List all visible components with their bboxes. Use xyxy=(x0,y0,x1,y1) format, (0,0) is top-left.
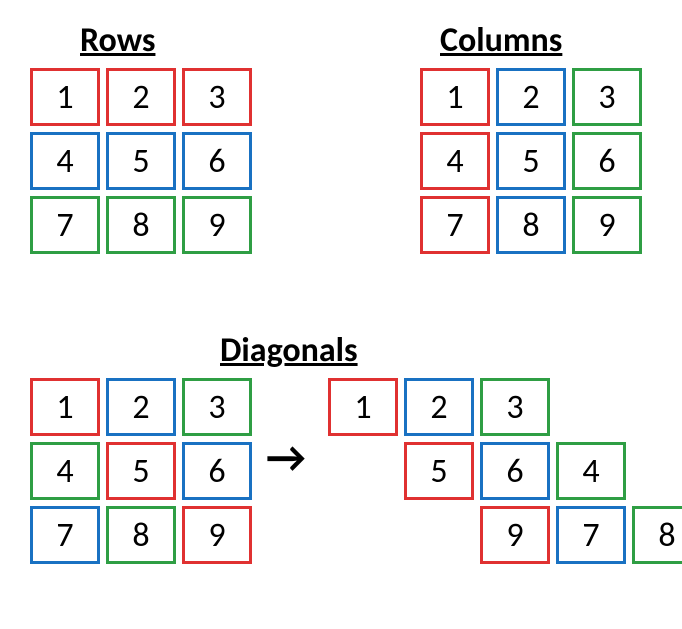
diagonals-title: Diagonals xyxy=(220,330,358,371)
rows-cell: 1 xyxy=(30,68,100,126)
diag-right-cell: 8 xyxy=(632,506,682,564)
diag-right-cell: 4 xyxy=(556,442,626,500)
rows-cell: 7 xyxy=(30,196,100,254)
diag-left-cell: 1 xyxy=(30,378,100,436)
diag-left-cell: 4 xyxy=(30,442,100,500)
rows-cell: 5 xyxy=(106,132,176,190)
rows-cell: 8 xyxy=(106,196,176,254)
rows-cell: 9 xyxy=(182,196,252,254)
columns-cell: 2 xyxy=(496,68,566,126)
diag-right-cell: 2 xyxy=(404,378,474,436)
diag-left-cell: 9 xyxy=(182,506,252,564)
columns-cell: 9 xyxy=(572,196,642,254)
rows-title: Rows xyxy=(80,20,155,61)
diag-right-cell: 9 xyxy=(480,506,550,564)
arrow-icon: → xyxy=(266,430,306,484)
diag-left-cell: 6 xyxy=(182,442,252,500)
columns-cell: 1 xyxy=(420,68,490,126)
rows-cell: 6 xyxy=(182,132,252,190)
columns-cell: 5 xyxy=(496,132,566,190)
diag-right-cell: 5 xyxy=(404,442,474,500)
diag-left-cell: 7 xyxy=(30,506,100,564)
diag-left-cell: 3 xyxy=(182,378,252,436)
columns-cell: 4 xyxy=(420,132,490,190)
rows-cell: 4 xyxy=(30,132,100,190)
rows-cell: 3 xyxy=(182,68,252,126)
columns-cell: 7 xyxy=(420,196,490,254)
diag-left-cell: 2 xyxy=(106,378,176,436)
diag-right-cell: 7 xyxy=(556,506,626,564)
columns-cell: 6 xyxy=(572,132,642,190)
diag-left-cell: 5 xyxy=(106,442,176,500)
rows-cell: 2 xyxy=(106,68,176,126)
columns-cell: 3 xyxy=(572,68,642,126)
diag-right-cell: 3 xyxy=(480,378,550,436)
diag-right-cell: 1 xyxy=(328,378,398,436)
columns-title: Columns xyxy=(440,20,562,61)
diag-left-cell: 8 xyxy=(106,506,176,564)
diag-right-cell: 6 xyxy=(480,442,550,500)
columns-cell: 8 xyxy=(496,196,566,254)
